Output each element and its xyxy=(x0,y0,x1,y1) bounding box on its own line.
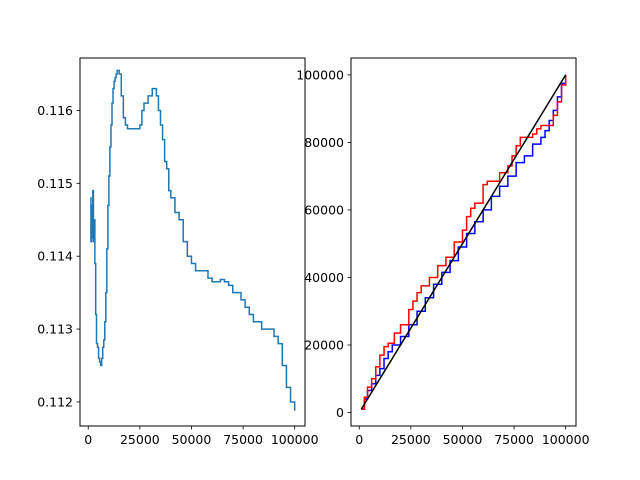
right-plot-x-tick-label: 50000 xyxy=(443,432,483,447)
left-plot-x-tick-label: 0 xyxy=(84,432,92,447)
right-plot-y-tick-label: 0 xyxy=(336,405,344,420)
left-plot-y-tick-label: 0.112 xyxy=(37,394,73,409)
left-plot-x-tick-label: 75000 xyxy=(223,432,263,447)
left-plot-series-group xyxy=(90,69,296,411)
right-plot-x-tick-label: 0 xyxy=(355,432,363,447)
right-plot-y-tick-label: 80000 xyxy=(304,135,344,150)
left-plot-y-axis: 0.112 0.113 0.114 0.115 0.116 xyxy=(37,103,80,409)
right-plot-y-tick-label: 40000 xyxy=(304,270,344,285)
left-plot-y-tick-label: 0.114 xyxy=(37,249,73,264)
right-plot-x-tick-label: 25000 xyxy=(391,432,431,447)
right-plot-panel: 0 25000 50000 75000 100000 0 20000 40000 60000 8… xyxy=(296,57,590,447)
right-plot-y-axis: 0 20000 40000 60000 80000 100000 xyxy=(296,67,351,420)
left-plot-panel: 0 25000 50000 75000 100000 0.1120.1130.1140.… xyxy=(37,57,319,447)
right-plot-y-tick-label: 20000 xyxy=(304,337,344,352)
right-plot-y-tick-label: 100000 xyxy=(296,67,344,82)
left-plot-x-axis: 0 25000 50000 75000 100000 xyxy=(84,426,319,447)
left-plot-x-tick-label: 100000 xyxy=(271,432,319,447)
left-plot-x-tick-label: 25000 xyxy=(120,432,160,447)
right-plot-series-line-1 xyxy=(361,74,567,410)
right-plot-x-tick-label: 100000 xyxy=(542,432,590,447)
left-plot-series-line-0 xyxy=(90,69,296,411)
right-plot-x-tick-label: 75000 xyxy=(494,432,534,447)
left-plot-frame xyxy=(79,57,306,427)
left-plot-y-tick-label: 0.115 xyxy=(37,176,73,191)
right-plot-series-line-0 xyxy=(361,74,567,410)
right-plot-series-group xyxy=(360,74,567,410)
left-plot-x-tick-label: 50000 xyxy=(172,432,212,447)
right-plot-frame xyxy=(350,57,577,427)
left-plot-y-tick-label: 0.116 xyxy=(37,103,73,118)
right-plot-y-tick-label: 60000 xyxy=(304,202,344,217)
left-plot-y-tick-label: 0.113 xyxy=(37,322,73,337)
right-plot-x-axis: 0 25000 50000 75000 100000 xyxy=(355,426,590,447)
right-plot-series-line-2 xyxy=(360,74,567,410)
